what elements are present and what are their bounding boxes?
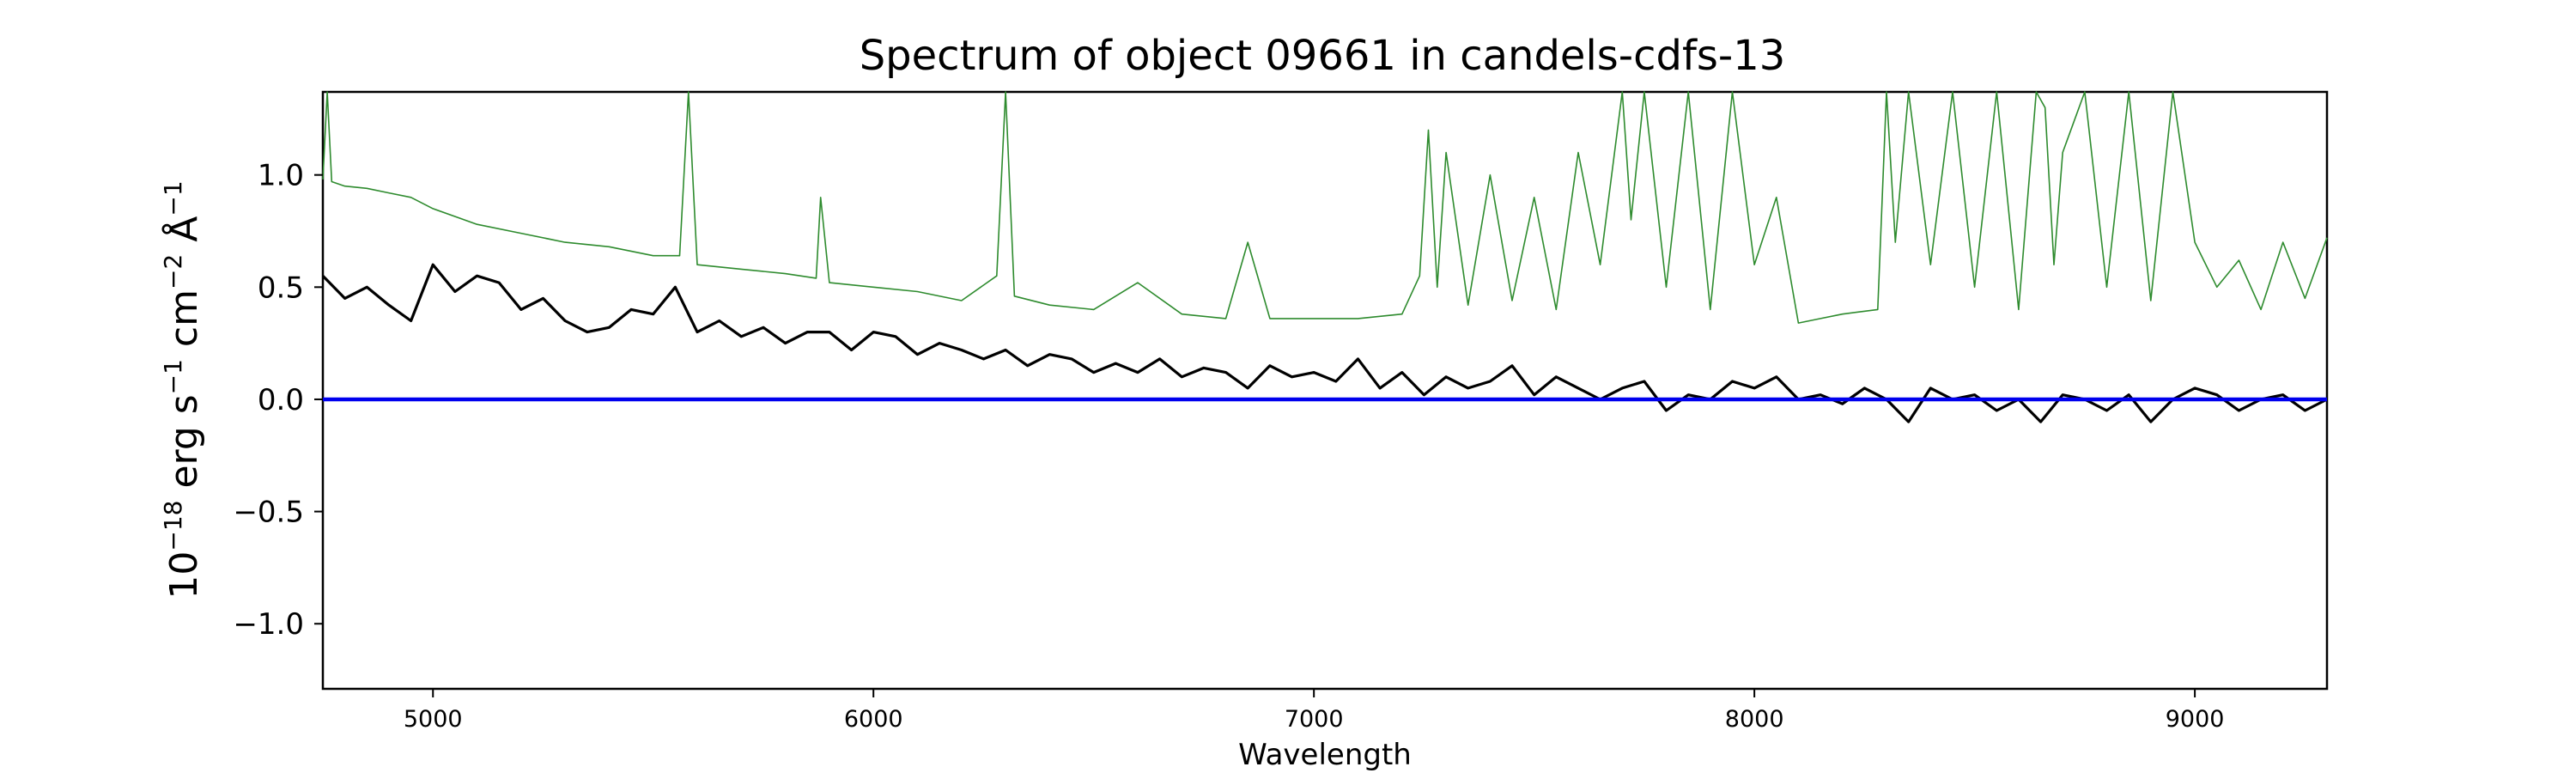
- y-tick-label: 0.0: [258, 383, 304, 417]
- x-tick-label: 9000: [2166, 706, 2225, 733]
- y-tick-label: 1.0: [258, 159, 304, 193]
- noise-series-line: [322, 91, 2328, 324]
- plot-area: 5000 6000 7000 8000 9000 −1.0 −0.5 0.0 0.5 1.0: [233, 90, 2329, 733]
- y-label-erg: erg s: [162, 394, 206, 500]
- x-tick-label: 8000: [1725, 706, 1784, 733]
- y-axis-ticks: −1.0 −0.5 0.0 0.5 1.0: [233, 159, 323, 642]
- y-label-s-exp: −1: [159, 359, 187, 394]
- y-label-base: 10: [162, 551, 206, 600]
- x-tick-label: 6000: [844, 706, 903, 733]
- y-label-cm: cm: [162, 289, 206, 359]
- series-layer: [321, 91, 2328, 423]
- x-tick-label: 7000: [1285, 706, 1344, 733]
- chart-title: Spectrum of object 09661 in candels-cdfs…: [860, 32, 1786, 80]
- y-label-ang-exp: −1: [159, 180, 187, 216]
- y-label-cm-exp: −2: [159, 254, 187, 289]
- y-tick-label: 0.5: [258, 271, 304, 305]
- flux-series-line: [321, 263, 2328, 423]
- y-tick-label: −1.0: [233, 607, 304, 642]
- x-tick-label: 5000: [404, 706, 463, 733]
- x-axis-label: Wavelength: [1238, 738, 1412, 772]
- y-tick-label: −0.5: [233, 496, 304, 530]
- plot-frame: [321, 90, 2329, 691]
- y-axis-label: 10−18 erg s−1 cm−2 Å−1: [159, 180, 206, 599]
- x-axis-ticks: 5000 6000 7000 8000 9000: [404, 689, 2225, 733]
- y-label-exp: −18: [159, 501, 187, 551]
- y-label-ang: Å: [161, 216, 206, 254]
